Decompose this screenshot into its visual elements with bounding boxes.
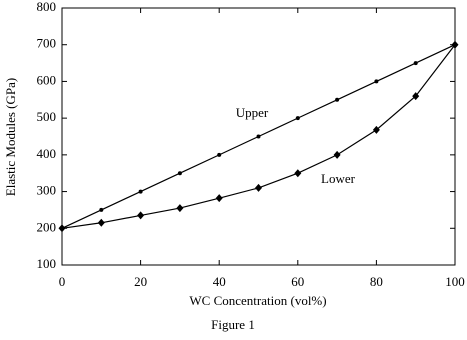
marker: [138, 189, 143, 194]
marker: [295, 116, 300, 121]
x-tick-label: 20: [134, 274, 147, 289]
plot-frame: [61, 7, 456, 266]
y-tick-label: 100: [37, 256, 57, 271]
x-tick-label: 80: [370, 274, 383, 289]
x-tick-label: 0: [59, 274, 66, 289]
marker: [176, 204, 184, 213]
series-label: Upper: [236, 105, 269, 120]
y-tick-label: 400: [37, 146, 57, 161]
marker: [256, 134, 261, 139]
y-tick-label: 800: [37, 0, 57, 14]
marker: [412, 92, 420, 101]
y-tick-label: 700: [37, 36, 57, 51]
x-tick-label: 40: [213, 274, 226, 289]
marker: [215, 194, 223, 203]
marker: [99, 207, 104, 212]
marker: [451, 40, 459, 49]
marker: [335, 97, 340, 102]
figure-caption: Figure 1: [211, 317, 255, 332]
marker: [58, 224, 66, 233]
y-tick-label: 600: [37, 72, 57, 87]
x-tick-label: 60: [291, 274, 304, 289]
y-tick-label: 300: [37, 183, 57, 198]
marker: [372, 125, 380, 134]
y-tick-label: 200: [37, 219, 57, 234]
marker: [97, 218, 105, 227]
y-tick-label: 500: [37, 109, 57, 124]
x-axis-label: WC Concentration (vol%): [189, 293, 326, 308]
marker: [413, 61, 418, 66]
series-label: Lower: [321, 171, 356, 186]
y-axis-label: Elastic Modules (GPa): [3, 78, 18, 196]
marker: [255, 183, 262, 192]
x-tick-label: 100: [445, 274, 465, 289]
marker: [294, 169, 302, 178]
marker: [374, 79, 379, 84]
marker: [177, 171, 182, 176]
marker: [217, 152, 222, 157]
marker: [333, 150, 341, 159]
marker: [137, 211, 145, 220]
